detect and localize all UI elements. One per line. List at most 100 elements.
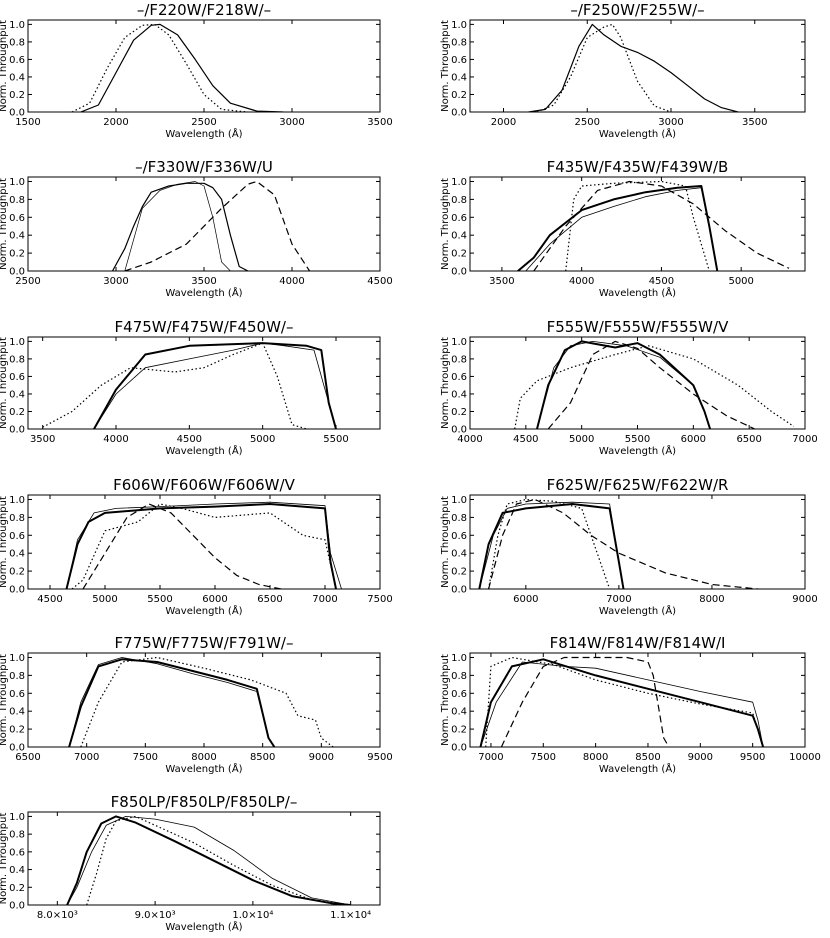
y-tick-label: 0.0 [9,901,25,912]
x-tick-label: 4500 [513,434,538,445]
x-tick-label: 7500 [531,752,556,763]
y-tick-label: 1.0 [451,20,467,31]
series-line-thick [479,658,765,747]
x-tick-label: 7000 [74,752,99,763]
chart-title: –/F250W/F255W/– [570,1,704,19]
y-tick-label: 0.2 [9,407,25,418]
series-line-thin [66,816,351,905]
x-tick-label: 6000 [513,594,538,605]
x-tick-label: 8.0×10³ [37,910,78,921]
y-tick-label: 0.2 [451,249,467,260]
x-tick-label: 10000 [789,752,821,763]
series-line-thick [68,658,276,747]
x-tick-label: 8000 [191,752,216,763]
chart-panel-3: –/F330W/F336W/U 2500 3000 3500 4000 4500 0.0 0.… [0,158,393,299]
y-tick-label: 1.0 [9,495,25,506]
x-tick-label: 5500 [323,434,348,445]
plot-frame [469,336,806,430]
y-tick-label: 0.0 [9,425,25,436]
series-line-dashed [500,656,670,747]
plot-frame [469,494,806,590]
x-tick-label: 3500 [191,276,216,287]
chart-title: F850LP/F850LP/F850LP/– [111,793,298,811]
x-axis-label: Wavelength (Å) [165,604,242,617]
chart-title: F814W/F814W/F814W/I [550,634,726,652]
y-tick-label: 0.4 [9,549,25,560]
y-tick-label: 0.6 [9,531,25,542]
y-axis-label: Norm. Throughput [440,178,451,270]
chart-title: F475W/F475W/F450W/– [115,318,294,336]
x-tick-label: 3000 [658,117,683,128]
y-tick-label: 0.6 [9,372,25,383]
y-tick-label: 1.0 [9,653,25,664]
x-tick-label: 8000 [583,752,608,763]
plot-frame [27,336,381,430]
y-tick-label: 1.0 [9,177,25,188]
y-tick-label: 0.4 [9,72,25,83]
y-axis-label: Norm. Throughput [440,654,451,746]
chart-title: –/F220W/F218W/– [137,1,271,19]
x-tick-label: 5500 [625,434,650,445]
y-tick-label: 0.2 [451,567,467,578]
y-tick-label: 0.4 [451,231,467,242]
x-axis-label: Wavelength (Å) [599,286,676,299]
x-tick-label: 9000 [792,594,817,605]
series-line-thin [68,657,275,747]
x-tick-label: 9500 [740,752,765,763]
series-line-thin [124,181,231,271]
y-axis-label: Norm. Throughput [0,654,9,746]
chart-title: F625W/F625W/F622W/R [547,476,729,494]
series-line-dotted [71,23,249,112]
series-line-dotted [488,498,611,589]
y-tick-label: 0.2 [9,725,25,736]
y-tick-label: 0.6 [451,689,467,700]
series-line-solid [111,182,249,271]
x-tick-label: 6000 [681,434,706,445]
series-line-thick [93,342,337,429]
x-tick-label: 6000 [202,594,227,605]
y-tick-label: 0.4 [9,231,25,242]
x-tick-label: 4500 [37,594,62,605]
plot-frame [27,19,381,113]
x-tick-label: 3500 [489,276,514,287]
x-tick-label: 1.1×10⁴ [330,910,371,921]
x-tick-label: 7500 [367,594,392,605]
x-tick-label: 8000 [699,594,724,605]
y-tick-label: 0.8 [451,513,467,524]
x-tick-label: 4500 [649,276,674,287]
y-tick-label: 0.0 [451,425,467,436]
chart-panel-10: F814W/F814W/F814W/I 7000 7500 8000 8500 9000 9… [440,634,821,775]
y-axis-label: Norm. Throughput [0,813,9,905]
y-tick-label: 0.4 [9,707,25,718]
y-tick-label: 1.0 [451,653,467,664]
series-line-dashed [533,180,790,271]
chart-title: F775W/F775W/F791W/– [115,634,294,652]
x-tick-label: 2500 [15,276,40,287]
x-axis-label: Wavelength (Å) [599,762,676,775]
x-tick-label: 4000 [279,276,304,287]
y-tick-label: 0.4 [451,72,467,83]
y-tick-label: 0.6 [451,372,467,383]
y-tick-label: 0.8 [9,354,25,365]
x-tick-label: 7000 [792,434,817,445]
y-tick-label: 1.0 [451,177,467,188]
y-tick-label: 0.4 [451,549,467,560]
y-tick-label: 0.0 [451,108,467,119]
series-line-dotted [536,23,672,112]
x-tick-label: 8500 [635,752,660,763]
y-tick-label: 0.0 [451,585,467,596]
series-line-dotted [485,656,764,747]
y-tick-label: 0.6 [9,689,25,700]
x-tick-label: 3500 [367,117,392,128]
series-line-thin [66,501,342,589]
series-line-dashed [488,498,759,589]
x-tick-label: 1500 [15,117,40,128]
x-tick-label: 3500 [742,117,767,128]
series-line-dotted [514,345,795,429]
x-tick-label: 7000 [312,594,337,605]
y-tick-label: 0.8 [451,195,467,206]
series-line-solid [80,23,284,112]
x-tick-label: 2500 [575,117,600,128]
y-tick-label: 0.8 [9,830,25,841]
